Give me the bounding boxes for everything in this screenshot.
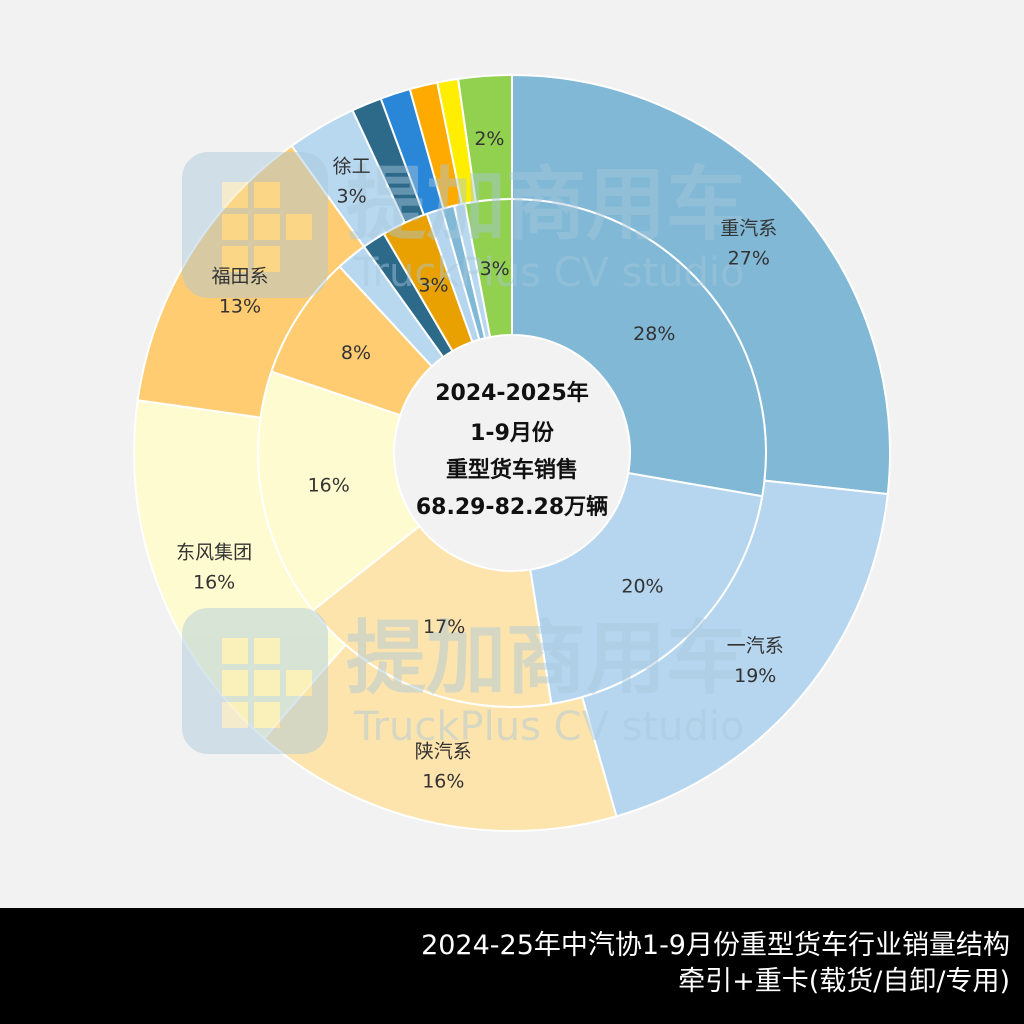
slice-value-label: 16% (308, 475, 350, 497)
slice-labels: 28% 20% 17% 16% 8% 3% 3% 重汽系 27% 一汽系 19% 陕汽系 16% 东风集团… (176, 128, 784, 793)
truckplus-logo-icon (182, 608, 328, 754)
slice-value-label: 27% (728, 248, 770, 270)
footer-subtitle: 牵引+重卡(载货/自卸/专用) (678, 966, 1010, 997)
slice-category-label: 重汽系 (720, 218, 777, 240)
slice-value-label: 8% (341, 342, 371, 364)
watermark-sub: TruckPlus CV studio (353, 250, 745, 296)
slice-value-label: 19% (734, 665, 776, 687)
slice-value-label: 3% (418, 274, 448, 296)
center-hole (396, 337, 628, 569)
slice-category-label: 福田系 (211, 265, 268, 287)
chart-area: 提加商用车 TruckPlus CV studio 提加商用车 TruckPlu… (133, 73, 891, 832)
slice-value-label: 16% (422, 770, 464, 792)
slice-category-label: 陕汽系 (415, 740, 472, 762)
watermark-brand: 提加商用车 (346, 158, 746, 251)
watermark-sub: TruckPlus CV studio (353, 704, 745, 750)
slice-value-label: 13% (219, 295, 261, 317)
slice-value-label: 16% (193, 571, 235, 593)
slice-category-label: 一汽系 (727, 635, 784, 657)
footer-title: 2024-25年中汽协1-9月份重型货车行业销量结构 (421, 930, 1010, 961)
slice-value-label: 2% (474, 128, 504, 150)
slice-value-label: 28% (633, 323, 675, 345)
footer-banner: 2024-25年中汽协1-9月份重型货车行业销量结构 牵引+重卡(载货/自卸/专… (0, 908, 1024, 1024)
watermark-bottom: 提加商用车 TruckPlus CV studio (182, 608, 746, 754)
slice-value-label: 3% (480, 258, 510, 280)
outer-ring (133, 73, 891, 832)
truckplus-logo-icon (182, 152, 328, 298)
watermark-brand: 提加商用车 (346, 612, 746, 705)
outer-slice (456, 73, 513, 203)
center-title-line: 68.29-82.28万辆 (416, 494, 608, 520)
watermark-top: 提加商用车 TruckPlus CV studio (182, 152, 746, 298)
double-donut-chart: 提加商用车 TruckPlus CV studio 提加商用车 TruckPlu… (133, 73, 891, 832)
center-title-line: 1-9月份 (470, 421, 555, 446)
center-title: 2024-2025年 1-9月份 重型货车销售 68.29-82.28万辆 (416, 380, 608, 520)
slice-category-label: 徐工 (333, 155, 371, 177)
center-title-line: 重型货车销售 (446, 457, 578, 483)
slice-value-label: 20% (621, 576, 663, 598)
slice-value-label: 17% (423, 616, 465, 638)
slice-value-label: 3% (336, 185, 366, 207)
outer-slice (511, 73, 891, 496)
center-title-line: 2024-2025年 (435, 380, 589, 406)
slice-category-label: 东风集团 (176, 541, 252, 563)
outer-slice (580, 479, 889, 818)
